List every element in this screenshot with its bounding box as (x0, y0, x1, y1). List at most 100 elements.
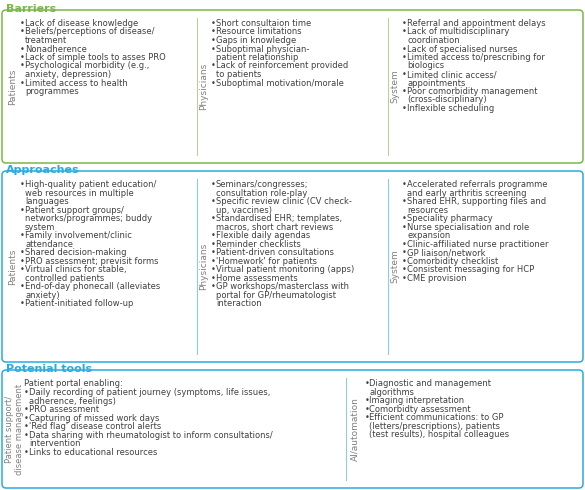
Text: macros, short chart reviews: macros, short chart reviews (216, 222, 333, 231)
Text: Patient-driven consultations: Patient-driven consultations (216, 248, 334, 257)
Text: •: • (20, 265, 25, 274)
Text: web resources in multiple: web resources in multiple (25, 189, 134, 197)
Text: Limited access to health: Limited access to health (25, 78, 128, 88)
Text: coordination: coordination (407, 36, 460, 45)
Text: •: • (24, 405, 29, 414)
Text: •: • (211, 240, 216, 248)
Text: •: • (211, 265, 216, 274)
Text: Approaches: Approaches (6, 165, 80, 175)
Text: Consistent messaging for HCP: Consistent messaging for HCP (407, 265, 534, 274)
FancyBboxPatch shape (2, 171, 583, 362)
Text: •: • (402, 240, 407, 248)
Text: Referral and appointment delays: Referral and appointment delays (407, 19, 546, 28)
Text: •: • (20, 27, 25, 36)
Text: •: • (20, 205, 25, 215)
Text: •: • (402, 265, 407, 274)
Text: Lack of simple tools to asses PRO: Lack of simple tools to asses PRO (25, 53, 166, 62)
Text: •: • (211, 36, 216, 45)
Text: languages: languages (25, 197, 69, 206)
Text: Seminars/congresses;: Seminars/congresses; (216, 180, 308, 189)
Text: Resource limitations: Resource limitations (216, 27, 302, 36)
Text: Patients: Patients (8, 248, 17, 285)
Text: controlled patients: controlled patients (25, 273, 104, 283)
Text: Lack of reinforcement provided: Lack of reinforcement provided (216, 62, 348, 71)
Text: •: • (20, 19, 25, 28)
Text: Comorbidity checklist: Comorbidity checklist (407, 256, 498, 266)
Text: GP liaison/network: GP liaison/network (407, 248, 486, 257)
Text: •: • (211, 180, 216, 189)
Text: up, vaccines): up, vaccines) (216, 205, 272, 215)
Text: Suboptimal motivation/morale: Suboptimal motivation/morale (216, 78, 344, 88)
Text: Shared EHR, supporting files and: Shared EHR, supporting files and (407, 197, 546, 206)
Text: •: • (20, 62, 25, 71)
Text: Physicians: Physicians (199, 63, 208, 110)
Text: Flexible daily agendas: Flexible daily agendas (216, 231, 310, 240)
Text: anxiety, depression): anxiety, depression) (25, 70, 111, 79)
Text: •: • (20, 45, 25, 53)
Text: Virtual patient monitoring (apps): Virtual patient monitoring (apps) (216, 265, 355, 274)
Text: Daily recording of patient journey (symptoms, life issues,: Daily recording of patient journey (symp… (29, 388, 270, 397)
Text: •: • (24, 422, 29, 431)
Text: •: • (211, 231, 216, 240)
Text: Comorbidty assessment: Comorbidty assessment (369, 405, 471, 414)
Text: Gaps in knowledge: Gaps in knowledge (216, 36, 296, 45)
Text: •: • (402, 197, 407, 206)
Text: •: • (20, 78, 25, 88)
Text: expansion: expansion (407, 231, 450, 240)
Text: •: • (364, 405, 369, 414)
Text: •: • (211, 62, 216, 71)
Text: •: • (211, 256, 216, 266)
Text: Physicians: Physicians (199, 243, 208, 290)
Text: adherence, feelings): adherence, feelings) (29, 396, 116, 406)
Text: AI/automation: AI/automation (350, 397, 359, 461)
Text: Inflexible scheduling: Inflexible scheduling (407, 104, 494, 113)
Text: Nurse specialisation and role: Nurse specialisation and role (407, 222, 529, 231)
Text: Patients: Patients (8, 68, 17, 105)
Text: •: • (402, 273, 407, 283)
Text: Potenial tools: Potenial tools (6, 364, 92, 374)
Text: attendance: attendance (25, 240, 73, 248)
Text: •: • (24, 388, 29, 397)
Text: •: • (20, 53, 25, 62)
Text: Patient-initiated follow-up: Patient-initiated follow-up (25, 299, 133, 308)
Text: PRO assessment; previsit forms: PRO assessment; previsit forms (25, 256, 159, 266)
Text: (cross-disciplinary): (cross-disciplinary) (407, 96, 487, 104)
Text: Clinic-affiliated nurse practitioner: Clinic-affiliated nurse practitioner (407, 240, 549, 248)
Text: Suboptimal physician-: Suboptimal physician- (216, 45, 309, 53)
Text: Beliefs/perceptions of disease/: Beliefs/perceptions of disease/ (25, 27, 154, 36)
Text: •: • (24, 431, 29, 440)
Text: Diagnostic and management: Diagnostic and management (369, 379, 491, 388)
Text: •: • (20, 231, 25, 240)
Text: Limited access to/prescribing for: Limited access to/prescribing for (407, 53, 545, 62)
Text: •: • (211, 19, 216, 28)
Text: and early arthritis screening: and early arthritis screening (407, 189, 526, 197)
Text: Lack of disease knowledge: Lack of disease knowledge (25, 19, 138, 28)
Text: •: • (402, 27, 407, 36)
Text: Speciality pharmacy: Speciality pharmacy (407, 214, 493, 223)
Text: 'Homework' for patients: 'Homework' for patients (216, 256, 317, 266)
Text: Nonadherence: Nonadherence (25, 45, 87, 53)
Text: Specific review clinic (CV check-: Specific review clinic (CV check- (216, 197, 352, 206)
Text: patient relationship: patient relationship (216, 53, 298, 62)
Text: •: • (211, 27, 216, 36)
FancyBboxPatch shape (2, 370, 583, 488)
Text: intervention: intervention (29, 439, 81, 448)
Text: •: • (402, 45, 407, 53)
Text: •: • (211, 282, 216, 291)
Text: •: • (402, 87, 407, 96)
Text: •: • (24, 447, 29, 457)
Text: High-quality patient education/: High-quality patient education/ (25, 180, 156, 189)
Text: •: • (364, 396, 369, 405)
Text: algorithms: algorithms (369, 388, 414, 396)
Text: •: • (211, 273, 216, 283)
Text: Short consultaion time: Short consultaion time (216, 19, 311, 28)
Text: anxiety): anxiety) (25, 291, 60, 299)
Text: Standardised EHR; templates,: Standardised EHR; templates, (216, 214, 342, 223)
Text: •: • (402, 19, 407, 28)
Text: networks/programmes; buddy: networks/programmes; buddy (25, 214, 152, 223)
Text: Accelerated referrals programme: Accelerated referrals programme (407, 180, 548, 189)
Text: •: • (20, 256, 25, 266)
Text: Patient portal enabling:: Patient portal enabling: (24, 379, 123, 388)
Text: •: • (211, 45, 216, 53)
Text: biologics: biologics (407, 62, 444, 71)
